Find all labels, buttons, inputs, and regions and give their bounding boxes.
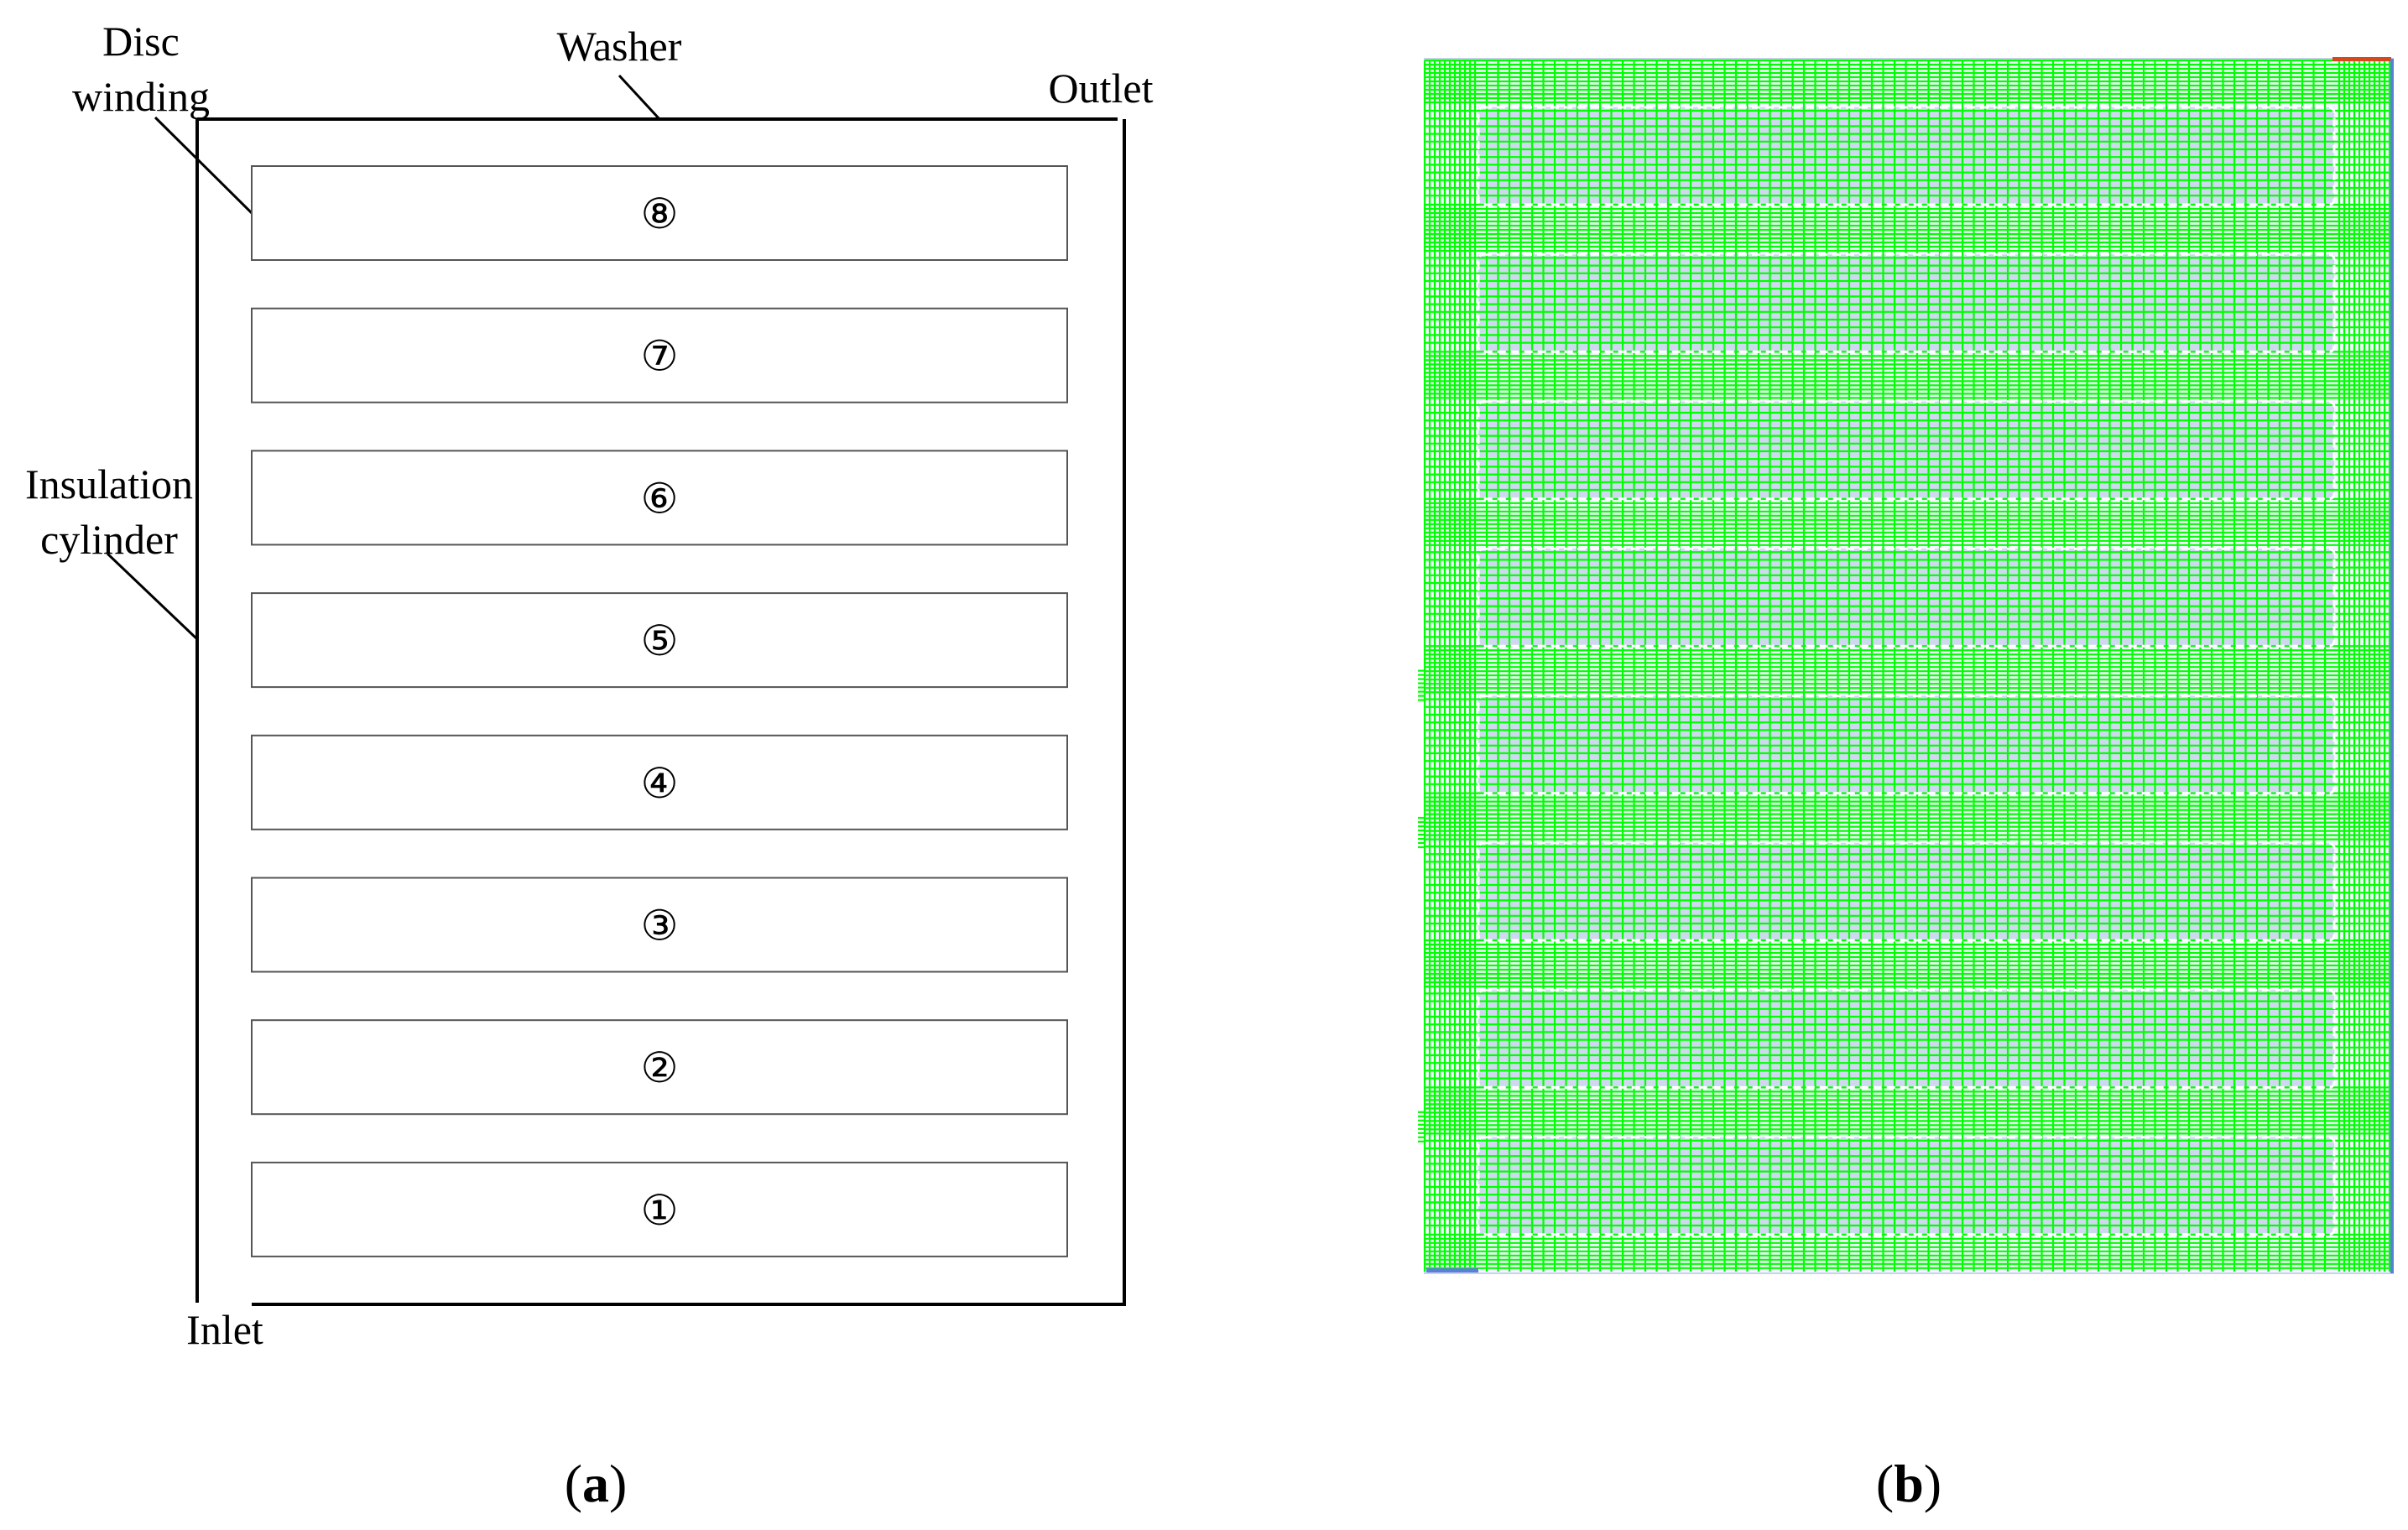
disc-winding: ② (251, 1019, 1068, 1116)
disc-winding: ⑤ (251, 592, 1068, 689)
disc-winding: ⑧ (251, 165, 1068, 261)
disc-winding-rect (251, 592, 1068, 689)
disc-number-label: ⑧ (641, 190, 679, 238)
disc-windings: ⑧ ⑦ ⑥ ⑤ ④ ③ ② ① (251, 165, 1068, 1257)
outlet-label: Outlet (1049, 65, 1154, 112)
mesh-disc-outline (1477, 400, 2336, 501)
disc-winding-rect (251, 165, 1068, 261)
disc-winding-rect (251, 734, 1068, 830)
disc-winding-rect (251, 307, 1068, 403)
disc-winding: ③ (251, 877, 1068, 973)
disc-label-line2: winding (72, 73, 210, 120)
disc-number-label: ⑤ (641, 617, 679, 665)
disc-number-label: ② (641, 1043, 679, 1092)
disc-winding-rect (251, 450, 1068, 546)
mesh-grid (1418, 59, 2393, 1272)
disc-winding: ① (251, 1161, 1068, 1257)
disc-number-label: ① (641, 1186, 679, 1235)
mesh-disc-outline (1477, 252, 2336, 353)
disc-winding-rect (251, 1019, 1068, 1116)
panel-b (1418, 57, 2394, 1274)
disc-number-label: ⑥ (641, 474, 679, 523)
mesh-disc-outlines (1477, 106, 2336, 1236)
insulation-cylinder-leader (106, 552, 199, 641)
disc-winding-rect (251, 877, 1068, 973)
disc-number-label: ④ (641, 759, 679, 808)
mesh-disc-outline (1477, 695, 2336, 795)
disc-winding: ⑦ (251, 307, 1068, 403)
inlet-label: Inlet (186, 1306, 263, 1353)
outlet-boundary-marker (2332, 57, 2391, 61)
washer-label: Washer (557, 23, 682, 70)
mesh-disc-outline (1477, 988, 2336, 1089)
caption-b: (b) (1876, 1454, 1942, 1513)
mesh-disc-outline (1477, 547, 2336, 648)
disc-label-line1: Disc (102, 18, 180, 65)
washer-leader (618, 74, 661, 121)
inlet-boundary-marker (1426, 1268, 1478, 1272)
disc-winding: ⑥ (251, 450, 1068, 546)
disc-number-label: ③ (641, 902, 679, 950)
mesh-disc-outline (1477, 1136, 2336, 1236)
disc-winding: ④ (251, 734, 1068, 830)
panel-a: ⑧ ⑦ ⑥ ⑤ ④ ③ ② ① Disc winding Washer Outlet Insu… (25, 18, 1154, 1353)
caption-a: (a) (565, 1454, 628, 1513)
disc-winding-rect (251, 1161, 1068, 1257)
disc-number-label: ⑦ (641, 332, 679, 381)
right-boundary-line (2390, 59, 2394, 1273)
disc-winding-leader (154, 116, 255, 216)
mesh-disc-outline (1477, 841, 2336, 942)
mesh-disc-outline (1477, 106, 2336, 206)
insulation-label-line2: cylinder (40, 516, 178, 563)
insulation-label-line1: Insulation (25, 461, 193, 507)
